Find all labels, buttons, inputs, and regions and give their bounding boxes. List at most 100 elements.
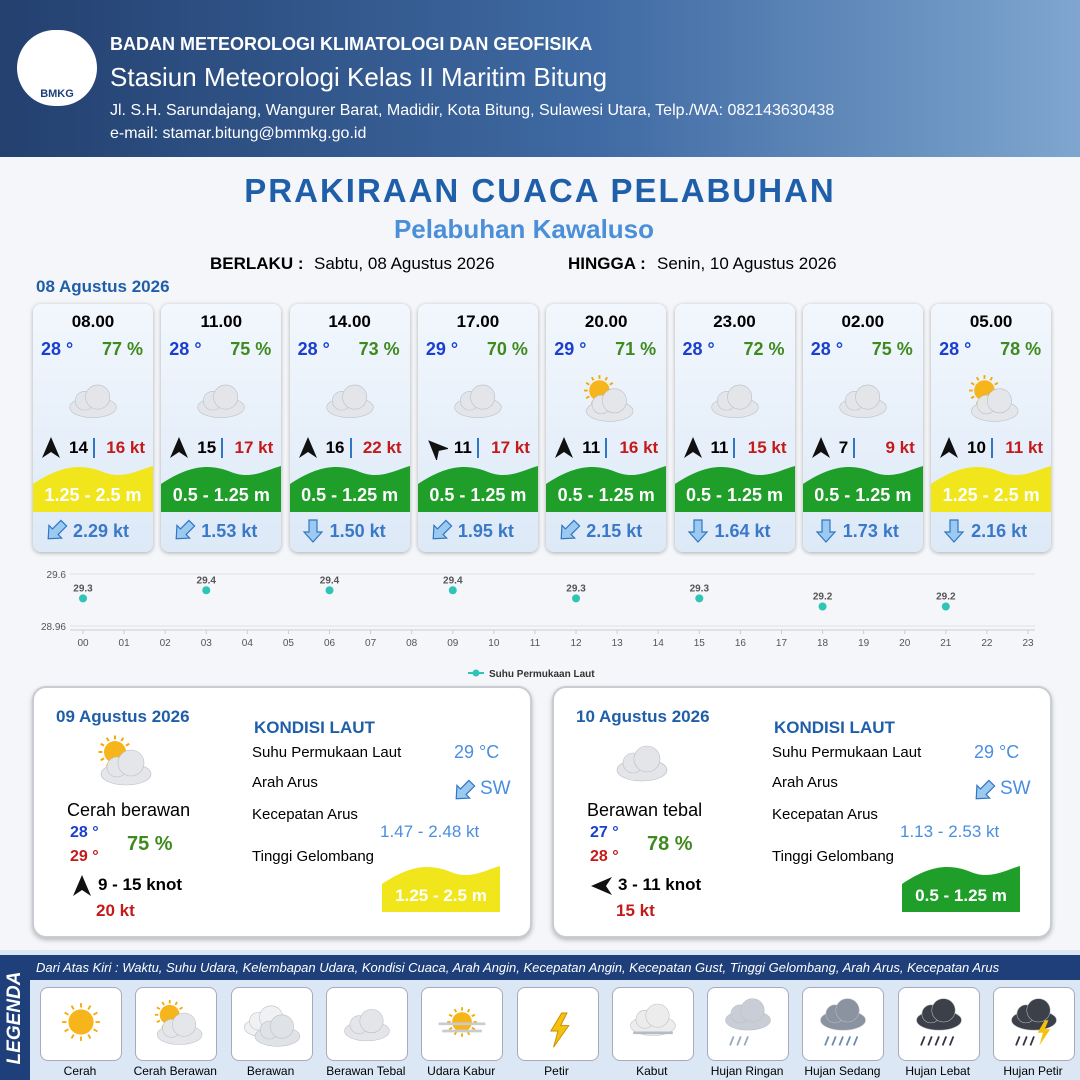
time: 17.00 xyxy=(456,312,500,331)
logo xyxy=(17,30,97,106)
current-dir-label: Arah Arus xyxy=(772,774,838,791)
air-temp: 29 ° xyxy=(425,339,459,359)
current-arrow xyxy=(971,778,997,804)
sun xyxy=(447,1007,478,1037)
cloud xyxy=(616,745,668,782)
icon-svg xyxy=(69,384,117,418)
air-temp: 28 ° xyxy=(939,339,972,359)
cloud xyxy=(725,998,771,1031)
wave-svg xyxy=(417,466,538,512)
sst-point xyxy=(941,602,950,611)
validity-label: HINGGA : xyxy=(568,254,646,273)
weather-icon xyxy=(825,370,901,426)
gust: 16 kt xyxy=(106,438,145,457)
x-tick-label: 01 xyxy=(119,638,131,649)
gust: 15 kt xyxy=(747,438,787,457)
current-arrow xyxy=(941,518,967,544)
icon-svg xyxy=(584,375,634,422)
wind-arrow xyxy=(296,436,320,460)
arrow xyxy=(175,519,196,540)
temp-max: 28 ° xyxy=(590,848,619,865)
current-arrow xyxy=(300,518,326,544)
address: Jl. S.H. Sarundajang, Wangurer Barat, Ma… xyxy=(110,102,835,119)
bolt xyxy=(1037,1020,1051,1046)
rain xyxy=(1015,1036,1035,1046)
arrow-svg xyxy=(815,519,837,543)
wind-speed: 11 xyxy=(454,438,479,458)
y-tick-label: 29.6 xyxy=(47,570,67,581)
gust: 11 kt xyxy=(1005,438,1044,457)
icon-svg xyxy=(325,384,374,418)
wave-shape xyxy=(674,466,795,512)
weather-icon xyxy=(998,994,1070,1050)
wave-svg xyxy=(802,466,923,512)
cloud xyxy=(630,1003,676,1036)
weather-icon xyxy=(568,370,644,426)
arrow-svg xyxy=(687,519,708,543)
legend-icon-box xyxy=(421,987,504,1061)
x-tick-label: 04 xyxy=(242,638,254,649)
legend-item: Kabut xyxy=(636,1064,668,1078)
wave-height: 0.5 - 1.25 m xyxy=(301,485,399,505)
header xyxy=(0,0,1080,157)
time: 20.00 xyxy=(584,312,628,331)
wind-arrow xyxy=(590,874,614,898)
time: 11.00 xyxy=(200,312,243,331)
cloud xyxy=(325,384,374,418)
legend-item: Cerah Berawan xyxy=(133,1064,217,1078)
x-tick-label: 17 xyxy=(776,638,788,649)
day-panel: 10 Agustus 2026 Berawan tebal 27 ° 28 ° 78 %… xyxy=(552,686,1052,938)
sst: 29 °C xyxy=(454,742,500,762)
legend-desc-bar xyxy=(0,955,1080,980)
point-label: 29.4 xyxy=(443,575,463,586)
cloud xyxy=(839,384,887,418)
wind-speed: 10 xyxy=(967,438,994,458)
day-label: 08 Agustus 2026 xyxy=(36,277,170,296)
wave-box: 1.25 - 2.5 m xyxy=(382,864,500,912)
wave-box: 0.5 - 1.25 m xyxy=(546,464,667,512)
sst-label: Suhu Permukaan Laut xyxy=(772,744,922,761)
arrow xyxy=(428,440,450,462)
wave-svg xyxy=(546,466,667,512)
arrow xyxy=(940,437,959,458)
wave-shape xyxy=(546,466,667,512)
wave-height: 0.5 - 1.25 m xyxy=(172,485,270,505)
wave-height: 1.25 - 2.5 m xyxy=(942,485,1040,505)
current-dir: SW xyxy=(1000,778,1031,799)
legend-icon-box xyxy=(897,987,980,1061)
wave-height: 0.5 - 1.25 m xyxy=(685,485,784,505)
current-speed: 1.95 kt xyxy=(457,521,514,541)
arrow xyxy=(302,519,323,543)
haze xyxy=(438,1022,486,1033)
wind-speed: 11 xyxy=(582,438,608,458)
wave-shape xyxy=(931,466,1052,512)
arrow-svg xyxy=(302,519,323,543)
weather-icon xyxy=(45,994,117,1050)
day-panel: 09 Agustus 2026 Cerah berawan 28 ° 29 ° 75 %… xyxy=(32,686,532,938)
bolt xyxy=(549,1012,570,1048)
wave-shape xyxy=(902,866,1020,912)
x-tick-label: 09 xyxy=(447,638,459,649)
current-dir: SW xyxy=(480,778,511,799)
arrow-svg xyxy=(175,519,196,540)
wave-svg xyxy=(382,866,500,912)
point-label: 29.2 xyxy=(813,592,833,603)
weather-icon xyxy=(312,370,388,426)
arrow-svg xyxy=(298,437,317,458)
cloud xyxy=(197,384,245,418)
current-speed: 1.50 kt xyxy=(329,521,386,541)
day-date: 09 Agustus 2026 xyxy=(56,707,190,726)
current-speed: 2.15 kt xyxy=(586,521,643,541)
humidity: 75 % xyxy=(230,339,272,359)
legend-item: Cerah xyxy=(63,1064,97,1078)
weather-icon xyxy=(712,994,784,1050)
wind-arrow xyxy=(39,436,63,460)
x-tick-label: 16 xyxy=(735,638,747,649)
wind-speed: 9 - 15 knot xyxy=(98,875,183,894)
wave-height: 1.25 - 2.5 m xyxy=(395,886,487,905)
arrow-svg xyxy=(47,519,68,540)
wave-svg xyxy=(161,466,282,512)
air-temp: 28 ° xyxy=(297,339,330,359)
sst: 29 °C xyxy=(974,742,1020,762)
icon-svg xyxy=(725,998,771,1046)
